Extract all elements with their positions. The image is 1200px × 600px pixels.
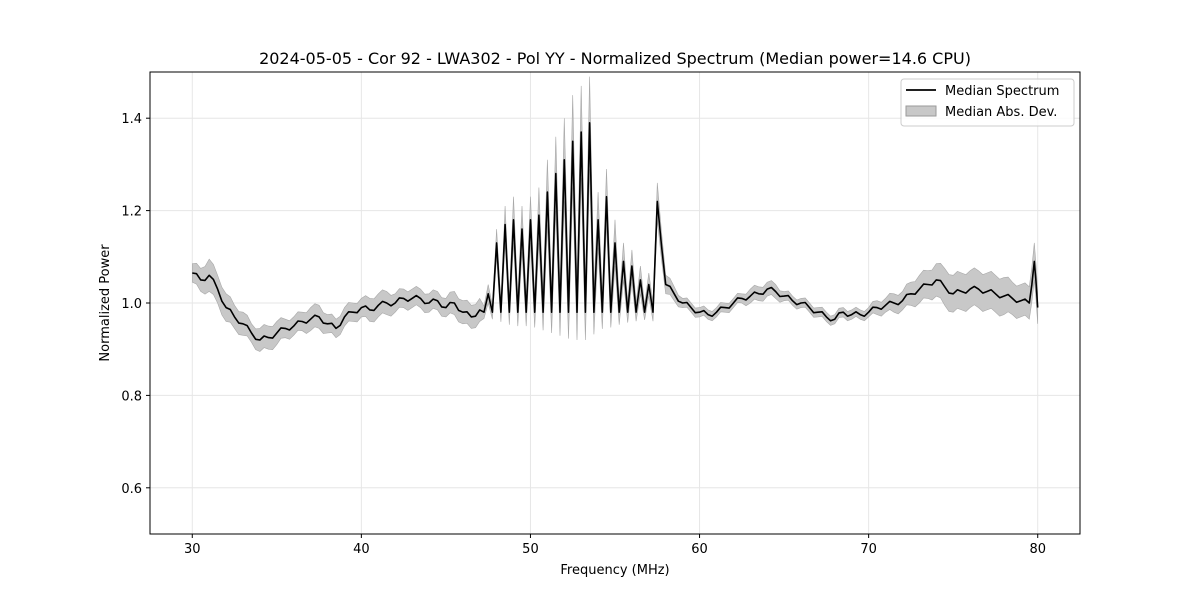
x-tick-label: 70 [860,542,877,557]
x-tick-label: 80 [1029,542,1046,557]
chart-title: 2024-05-05 - Cor 92 - LWA302 - Pol YY - … [259,49,971,68]
y-axis-label: Normalized Power [98,244,113,362]
median-spectrum-line [192,122,1039,341]
x-tick-label: 50 [522,542,539,557]
x-axis-label: Frequency (MHz) [560,563,669,578]
legend-label-median: Median Spectrum [945,84,1059,99]
y-tick-label: 0.8 [121,389,142,404]
legend-label-mad: Median Abs. Dev. [945,105,1057,120]
x-tick-label: 30 [184,542,201,557]
mad-band-layer [192,76,1038,352]
x-axis-ticks: 30 40 50 60 70 80 [184,534,1046,557]
y-tick-label: 0.6 [121,482,142,497]
legend-box [900,78,1075,127]
y-tick-label: 1.0 [121,297,142,312]
y-axis-ticks: 0.6 0.8 1.0 1.2 1.4 [121,112,150,497]
x-tick-label: 60 [691,542,708,557]
mad-band [192,76,1038,352]
legend: Median Spectrum Median Abs. Dev. [900,78,1075,127]
y-tick-label: 1.2 [121,205,142,220]
x-tick-label: 40 [353,542,370,557]
y-tick-label: 1.4 [121,112,142,127]
median-line-layer [192,122,1039,341]
legend-band-swatch [905,105,937,117]
